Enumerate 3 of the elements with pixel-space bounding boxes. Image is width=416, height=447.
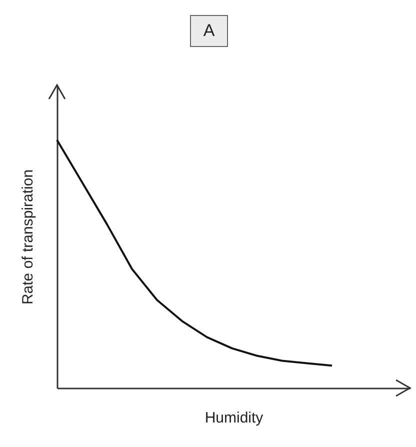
chart-title: A (190, 15, 228, 47)
y-axis-title: Rate of transpiration (20, 169, 36, 305)
x-axis-title: Humidity (204, 410, 264, 426)
